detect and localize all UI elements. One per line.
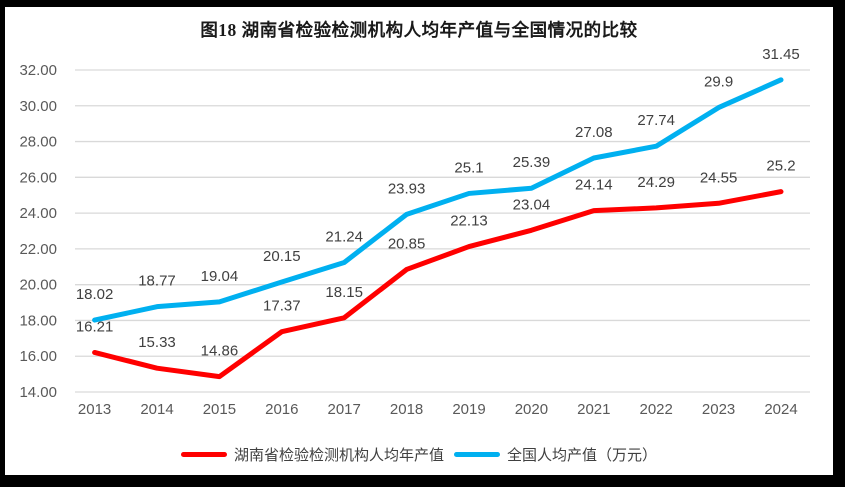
data-label: 18.02 — [76, 286, 114, 303]
data-label: 22.13 — [450, 213, 488, 230]
x-tick-label: 2019 — [452, 401, 485, 418]
data-label: 20.15 — [263, 248, 301, 265]
y-tick-label: 30.00 — [19, 98, 57, 115]
x-tick-label: 2020 — [515, 401, 548, 418]
legend-item-national-series: 全国人均产值（万元） — [454, 444, 657, 465]
data-label: 21.24 — [325, 228, 363, 245]
data-label: 25.1 — [454, 159, 483, 176]
data-label: 14.86 — [201, 343, 239, 360]
x-tick-label: 2022 — [640, 401, 673, 418]
hunan-series-line — [92, 189, 784, 380]
x-tick-label: 2014 — [140, 401, 173, 418]
data-label: 23.04 — [513, 196, 551, 213]
data-label: 24.55 — [700, 169, 738, 186]
data-label: 19.04 — [201, 268, 239, 285]
x-tick-label: 2024 — [764, 401, 797, 418]
data-label: 15.33 — [138, 334, 176, 351]
y-tick-label: 18.00 — [19, 312, 57, 329]
y-tick-label: 22.00 — [19, 241, 57, 258]
x-tick-label: 2013 — [78, 401, 111, 418]
data-label: 27.08 — [575, 124, 613, 141]
x-tick-label: 2023 — [702, 401, 735, 418]
y-tick-label: 32.00 — [19, 62, 57, 79]
data-label: 17.37 — [263, 298, 301, 315]
data-label: 23.93 — [388, 180, 426, 197]
x-tick-label: 2018 — [390, 401, 423, 418]
x-tick-label: 2021 — [577, 401, 610, 418]
chart-background — [5, 7, 833, 475]
chart-title: 图18 湖南省检验检测机构人均年产值与全国情况的比较 — [200, 20, 638, 40]
data-label: 31.45 — [762, 46, 800, 63]
y-tick-label: 16.00 — [19, 348, 57, 365]
x-tick-label: 2016 — [265, 401, 298, 418]
red-line-swatch-icon — [180, 452, 227, 457]
data-label: 27.74 — [637, 112, 675, 129]
data-label: 18.77 — [138, 273, 176, 290]
data-label: 18.15 — [325, 284, 363, 301]
y-tick-label: 14.00 — [19, 384, 57, 401]
national-series-line — [92, 77, 784, 323]
legend-item-hunan-series: 湖南省检验检测机构人均年产值 — [180, 444, 444, 465]
chart-legend: 湖南省检验检测机构人均年产值 全国人均产值（万元） — [5, 444, 833, 465]
data-label: 24.14 — [575, 177, 613, 194]
y-tick-label: 24.00 — [19, 205, 57, 222]
blue-line-swatch-icon — [454, 452, 500, 457]
data-label: 20.85 — [388, 235, 426, 252]
data-label: 29.9 — [704, 74, 733, 91]
data-label: 16.21 — [76, 318, 114, 335]
legend-label-hunan-series: 湖南省检验检测机构人均年产值 — [233, 447, 444, 464]
data-label: 25.39 — [513, 154, 551, 171]
x-tick-label: 2017 — [328, 401, 361, 418]
data-label: 25.2 — [766, 158, 795, 175]
y-tick-label: 26.00 — [19, 169, 57, 186]
data-label: 24.29 — [637, 174, 675, 191]
legend-label-national-series: 全国人均产值（万元） — [507, 447, 658, 464]
x-tick-label: 2015 — [203, 401, 236, 418]
y-tick-label: 20.00 — [19, 277, 57, 294]
y-tick-label: 28.00 — [19, 134, 57, 151]
